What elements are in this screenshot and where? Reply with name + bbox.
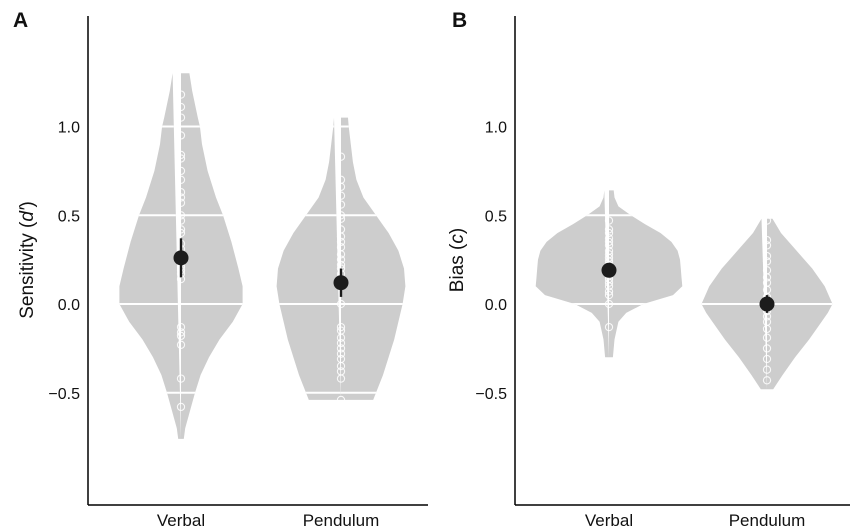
y-tick-label: 0.0 [485,297,507,314]
y-tick-label: 1.0 [58,120,80,137]
panel-b-violins [526,127,850,393]
x-tick-label-pendulum: Pendulum [729,511,806,530]
y-tick-label: 1.0 [485,120,507,137]
x-tick-label-verbal: Verbal [585,511,633,530]
panel-b-x-ticks: Verbal Pendulum [585,511,805,530]
violin-verbal-mean [602,263,617,278]
y-tick-label: −0.5 [48,386,80,403]
x-tick-label-pendulum: Pendulum [303,511,380,530]
y-tick-label: −0.5 [475,386,507,403]
panel-b: B 1.0 0.5 0.0 −0.5 Verbal Pendulum Bias (c) [447,9,850,530]
panel-letter-b: B [452,9,467,32]
panel-a-x-ticks: Verbal Pendulum [157,511,379,530]
panel-letter-a: A [13,9,28,32]
violin-pendulum-mean [334,275,349,290]
panel-a: A 1.0 0.5 0.0 −0.5 Verbal Pendulum Sensitivi… [13,9,428,530]
panel-a-y-ticks: 1.0 0.5 0.0 −0.5 [48,120,80,403]
violin-pendulum-mean [760,297,775,312]
panel-a-y-axis-title: Sensitivity (d′) [17,201,38,319]
y-tick-label: 0.5 [58,208,80,225]
x-tick-label-verbal: Verbal [157,511,205,530]
y-tick-label: 0.5 [485,208,507,225]
panel-b-y-ticks: 1.0 0.5 0.0 −0.5 [475,120,507,403]
panel-a-violins [106,73,416,439]
panel-b-y-axis-title: Bias (c) [447,228,468,292]
y-tick-label: 0.0 [58,297,80,314]
violin-verbal-mean [174,250,189,265]
